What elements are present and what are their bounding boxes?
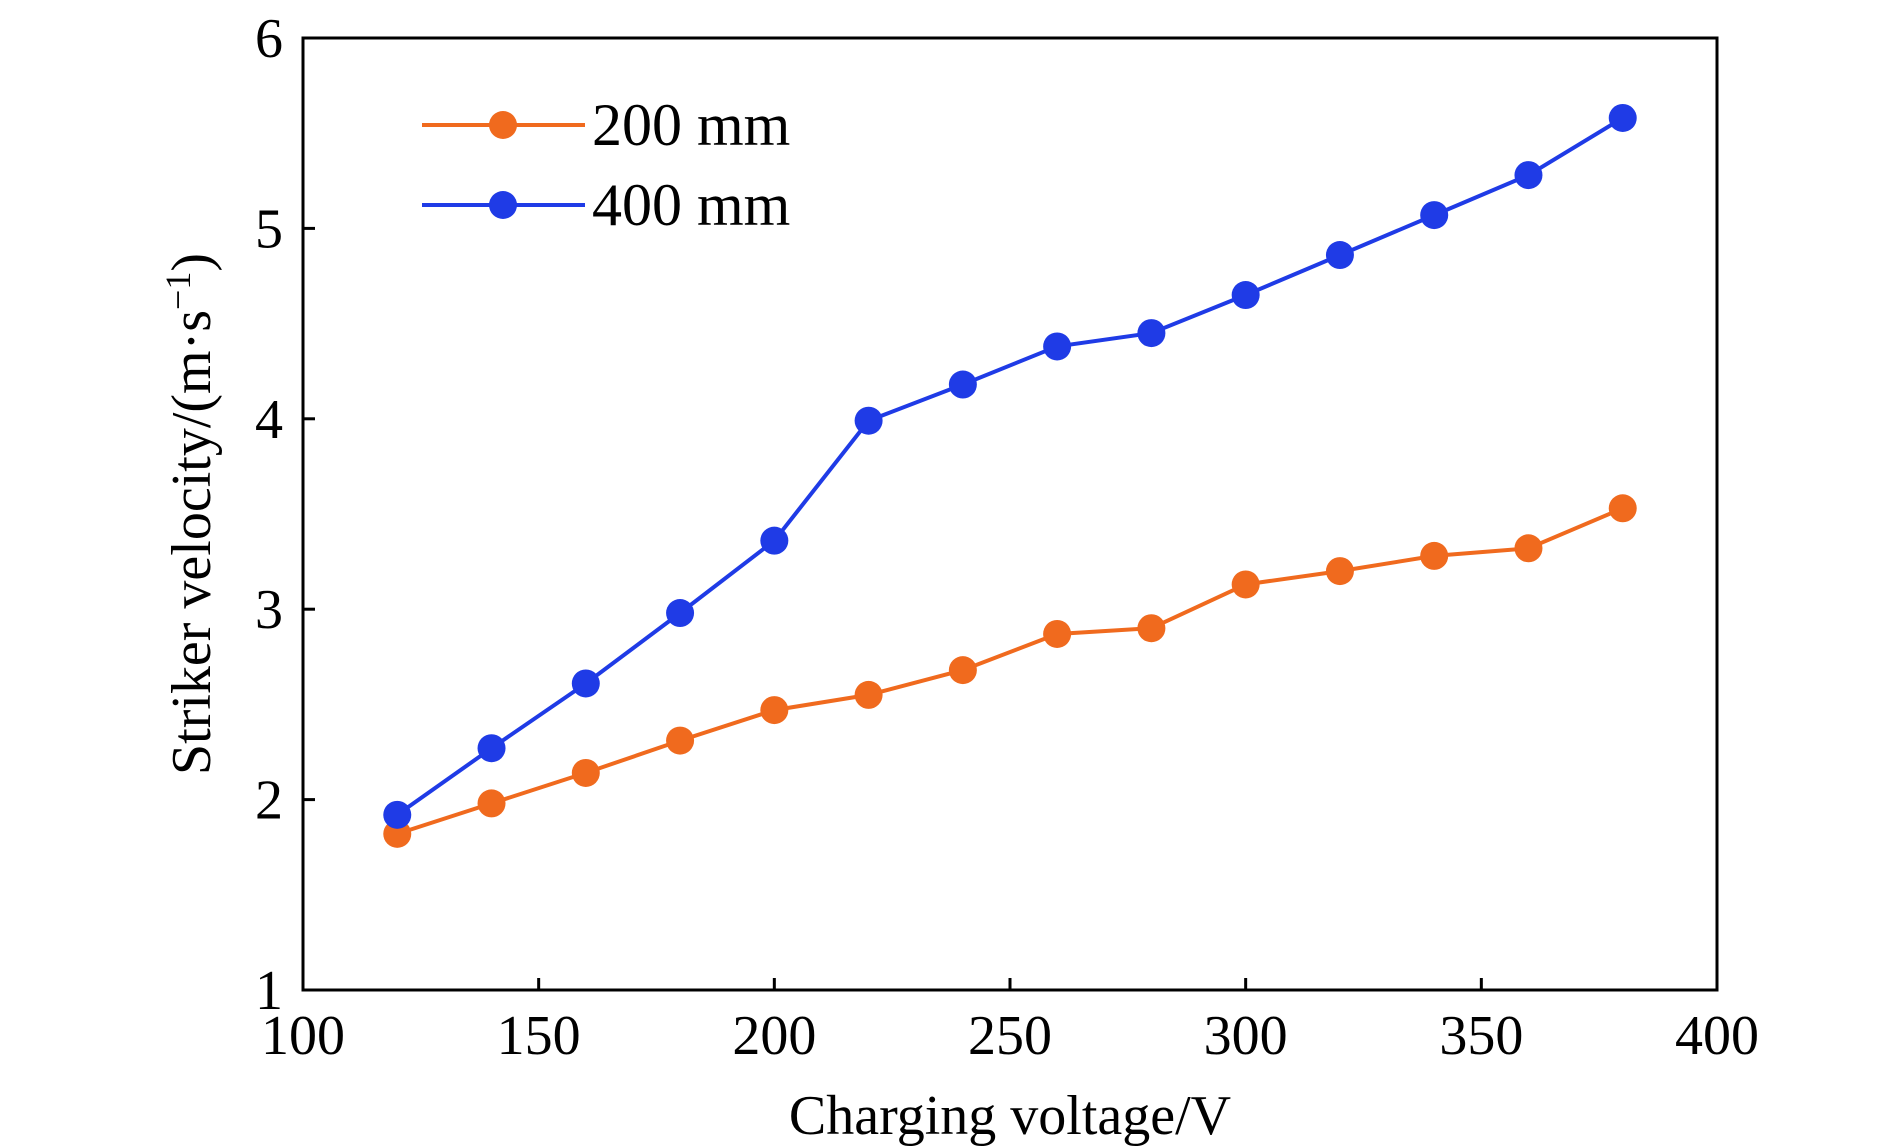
y-tick-label: 3 <box>255 579 283 641</box>
data-point-400-mm <box>571 669 600 698</box>
data-point-200-mm <box>1514 534 1543 563</box>
legend-item-200-mm: 200 mm <box>422 92 790 158</box>
x-tick-label: 200 <box>732 1005 816 1067</box>
data-point-200-mm <box>571 758 600 787</box>
x-axis-ticks: 100 150 200 250 300 350 400 <box>261 978 1759 1067</box>
data-point-200-mm <box>477 789 506 818</box>
x-tick-label: 250 <box>968 1005 1052 1067</box>
series-400-mm <box>383 103 1637 829</box>
legend: 200 mm 400 mm <box>422 92 790 238</box>
legend-label: 200 mm <box>592 92 790 158</box>
y-tick-label: 4 <box>255 389 283 451</box>
series-200-mm <box>383 494 1637 848</box>
data-point-400-mm <box>1231 281 1260 310</box>
x-tick-label: 400 <box>1675 1005 1759 1067</box>
plot-area-frame <box>301 36 1719 992</box>
y-tick-label: 6 <box>255 8 283 70</box>
data-point-200-mm <box>1325 557 1354 586</box>
data-point-400-mm <box>666 599 695 628</box>
data-point-400-mm <box>854 406 883 435</box>
y-axis-title-close: ) <box>161 253 223 272</box>
legend-swatch-marker <box>489 111 517 139</box>
data-point-200-mm <box>1608 494 1637 523</box>
data-point-200-mm <box>760 696 789 725</box>
data-point-200-mm <box>1420 541 1449 570</box>
y-axis-ticks: 1 2 3 4 5 6 <box>255 8 315 1022</box>
legend-swatch-marker <box>489 191 517 219</box>
y-tick-label: 1 <box>255 960 283 1022</box>
data-point-400-mm <box>1325 241 1354 270</box>
data-point-400-mm <box>1137 319 1166 348</box>
data-point-400-mm <box>383 800 412 829</box>
y-tick-label: 2 <box>255 770 283 832</box>
x-axis-title: Charging voltage/V <box>789 1085 1231 1147</box>
data-point-200-mm <box>1137 614 1166 643</box>
y-tick-label: 5 <box>255 198 283 260</box>
y-axis-title: Striker velocity/(m·s−1) <box>158 253 223 775</box>
data-point-400-mm <box>1420 201 1449 230</box>
x-tick-label: 350 <box>1439 1005 1523 1067</box>
x-tick-label: 150 <box>497 1005 581 1067</box>
legend-item-400-mm: 400 mm <box>422 172 790 238</box>
x-tick-label: 300 <box>1204 1005 1288 1067</box>
data-point-200-mm <box>1231 570 1260 599</box>
data-point-400-mm <box>760 526 789 555</box>
series-line-200-mm <box>396 506 1624 836</box>
data-point-400-mm <box>948 370 977 399</box>
y-axis-title-superscript: −1 <box>158 272 198 310</box>
data-point-400-mm <box>1608 103 1637 132</box>
legend-label: 400 mm <box>592 172 790 238</box>
data-point-400-mm <box>1043 332 1072 361</box>
data-point-400-mm <box>477 734 506 763</box>
series-line-400-mm <box>396 116 1624 817</box>
data-point-200-mm <box>948 656 977 685</box>
y-axis-title-main: Striker velocity/(m·s <box>161 310 223 775</box>
data-point-200-mm <box>1043 619 1072 648</box>
data-point-200-mm <box>854 680 883 709</box>
series-layer <box>383 103 1637 848</box>
data-point-200-mm <box>666 726 695 755</box>
x-tick-label: 100 <box>261 1005 345 1067</box>
data-point-400-mm <box>1514 161 1543 190</box>
